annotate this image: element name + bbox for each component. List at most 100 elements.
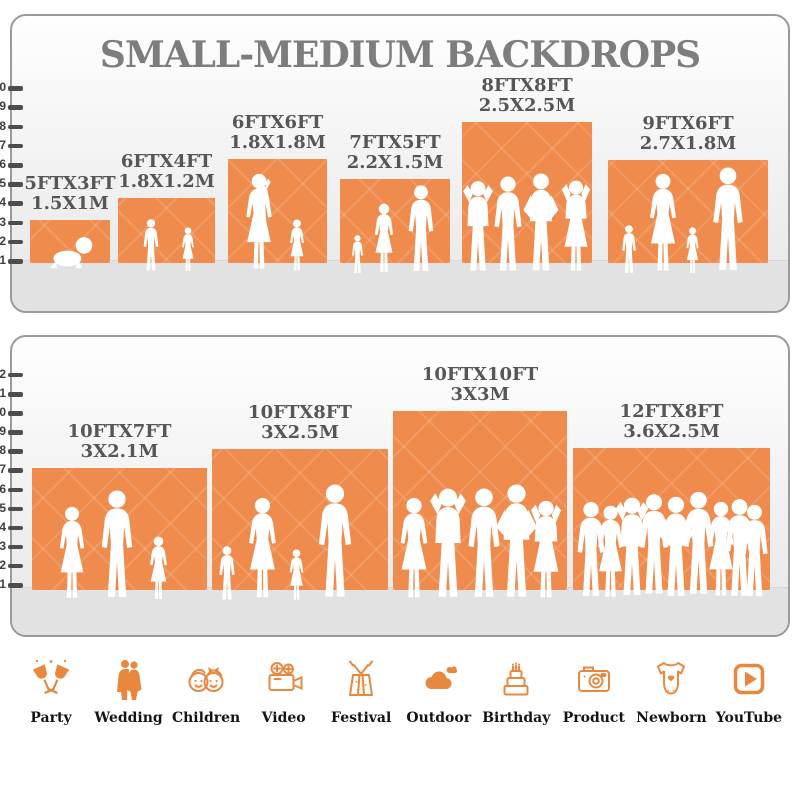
size-feet: 6FTX4FT xyxy=(120,150,213,172)
party-icon xyxy=(32,659,70,694)
youtube-icon xyxy=(733,663,765,695)
ruler-tick xyxy=(8,259,23,264)
ruler-tick xyxy=(8,143,23,149)
size-feet: 10FTX7FT xyxy=(67,420,172,442)
backdrop-size-label: 7FTX5FT 2.2X1.5M xyxy=(346,131,444,174)
ruler-tick xyxy=(8,468,23,473)
silhouette-family-of-three xyxy=(59,490,167,599)
silhouette-family-of-four xyxy=(622,167,743,273)
category-label: Children xyxy=(171,710,241,726)
size-meters: 3.6X2.5M xyxy=(623,421,720,443)
ruler-number: 10 xyxy=(0,405,6,420)
category-label: Festival xyxy=(331,710,392,726)
outdoor-icon xyxy=(425,666,457,689)
category-party: Party xyxy=(14,656,88,726)
ruler-tick xyxy=(8,392,23,397)
ruler-number: 3 xyxy=(0,538,6,553)
ruler-tick xyxy=(8,124,23,130)
ruler-number: 1 xyxy=(0,253,6,267)
size-feet: 5FTX3FT xyxy=(24,172,116,194)
ruler-tick xyxy=(8,105,23,110)
ruler-number: 9 xyxy=(0,424,6,439)
ruler-number: 4 xyxy=(0,195,6,210)
ruler-number: 8 xyxy=(0,443,6,458)
ruler-tick xyxy=(8,525,23,531)
backdrop-10ftx8ft: 10FTX8FT 3X2.5M xyxy=(212,402,388,600)
ruler-tick xyxy=(8,163,23,168)
ruler-number: 8 xyxy=(0,118,6,133)
festival-icon xyxy=(349,660,374,696)
wedding-icon xyxy=(116,660,142,700)
size-feet: 7FTX5FT xyxy=(349,131,441,153)
backdrop-5ftx3ft: 5FTX3FT 1.5X1M xyxy=(24,173,116,269)
category-video: Video xyxy=(247,656,321,726)
backdrop-10ftx10ft: 10FTX10FT 3X3M xyxy=(393,364,567,598)
ruler-number: 10 xyxy=(0,80,6,95)
size-meters: 2.7X1.8M xyxy=(639,133,737,155)
ruler-number: 7 xyxy=(0,462,6,477)
backdrop-size-label: 9FTX6FT 2.7X1.8M xyxy=(639,112,737,155)
size-meters: 1.5X1M xyxy=(31,193,109,215)
size-meters: 3X2.1M xyxy=(80,441,159,463)
backdrop-size-label: 12FTX8FT 3.6X2.5M xyxy=(619,400,724,443)
newborn-icon xyxy=(657,662,686,695)
ruler-number: 6 xyxy=(0,157,6,171)
size-feet: 6FTX6FT xyxy=(231,111,324,133)
ruler-number: 11 xyxy=(0,386,6,400)
size-feet: 9FTX6FT xyxy=(642,112,734,134)
ruler-tick xyxy=(8,372,23,378)
silhouette-mother-and-child xyxy=(245,173,304,271)
size-meters: 2.2X1.5M xyxy=(346,152,444,174)
ruler-tick xyxy=(8,506,23,512)
category-row: Party Wedding xyxy=(0,656,800,726)
category-label: Video xyxy=(261,710,306,726)
ruler-number: 12 xyxy=(0,366,6,381)
backdrop-size-label: 6FTX4FT 1.8X1.2M xyxy=(118,150,215,193)
children-icon xyxy=(188,667,224,692)
silhouette-group-of-five xyxy=(400,484,562,598)
category-birthday: Birthday xyxy=(479,656,553,726)
ruler-tick xyxy=(8,239,23,245)
ruler-number: 1 xyxy=(0,577,6,591)
category-outdoor: Outdoor xyxy=(402,656,476,726)
backdrop-6ftx6ft: 6FTX6FT 1.8X1.8M xyxy=(228,112,327,271)
backdrop-size-label: 10FTX7FT 3X2.1M xyxy=(67,420,172,463)
ruler-number: 5 xyxy=(0,500,6,515)
size-meters: 3X2.5M xyxy=(261,422,339,444)
size-meters: 1.8X1.2M xyxy=(118,171,215,193)
backdrop-size-label: 5FTX3FT 1.5X1M xyxy=(24,172,116,215)
ruler-tick xyxy=(8,430,23,435)
category-label: Newborn xyxy=(636,710,707,726)
backdrop-6ftx4ft: 6FTX4FT 1.8X1.2M xyxy=(118,151,215,271)
category-label: Product xyxy=(562,710,625,726)
size-feet: 12FTX8FT xyxy=(619,400,724,422)
ruler-number: 2 xyxy=(0,233,6,248)
ruler-number: 5 xyxy=(0,176,6,191)
ruler-tick xyxy=(8,86,23,91)
backdrop-10ftx7ft: 10FTX7FT 3X2.1M xyxy=(32,421,207,599)
silhouette-group-of-four xyxy=(463,173,591,271)
panel-medium-backdrops: 10FTX7FT 3X2.1M 10FTX8FT 3X2.5M xyxy=(0,335,790,637)
category-newborn: Newborn xyxy=(634,656,708,726)
ruler-number: 9 xyxy=(0,99,6,114)
ruler-tick xyxy=(8,544,23,550)
backdrop-size-label: 6FTX6FT 1.8X1.8M xyxy=(229,111,326,154)
silhouette-crowd xyxy=(577,491,768,597)
ruler-number: 4 xyxy=(0,519,6,534)
backdrop-8ftx8ft: 8FTX8FT 2.5X2.5M xyxy=(462,75,592,271)
ruler-tick xyxy=(8,220,23,226)
category-label: Party xyxy=(30,710,72,726)
backdrop-size-label: 10FTX10FT 3X3M xyxy=(421,363,539,406)
birthday-icon xyxy=(503,662,529,696)
category-wedding: Wedding xyxy=(92,656,166,726)
backdrop-size-label: 10FTX8FT 3X2.5M xyxy=(248,402,352,444)
ruler-tick xyxy=(8,563,23,569)
size-meters: 3X3M xyxy=(450,384,510,406)
size-feet: 10FTX10FT xyxy=(421,363,539,385)
backdrop-7ftx5ft: 7FTX5FT 2.2X1.5M xyxy=(340,132,450,274)
category-children: Children xyxy=(169,656,243,726)
ruler-tick xyxy=(8,411,23,416)
category-product: Product xyxy=(557,656,631,726)
size-feet: 8FTX8FT xyxy=(481,74,573,96)
